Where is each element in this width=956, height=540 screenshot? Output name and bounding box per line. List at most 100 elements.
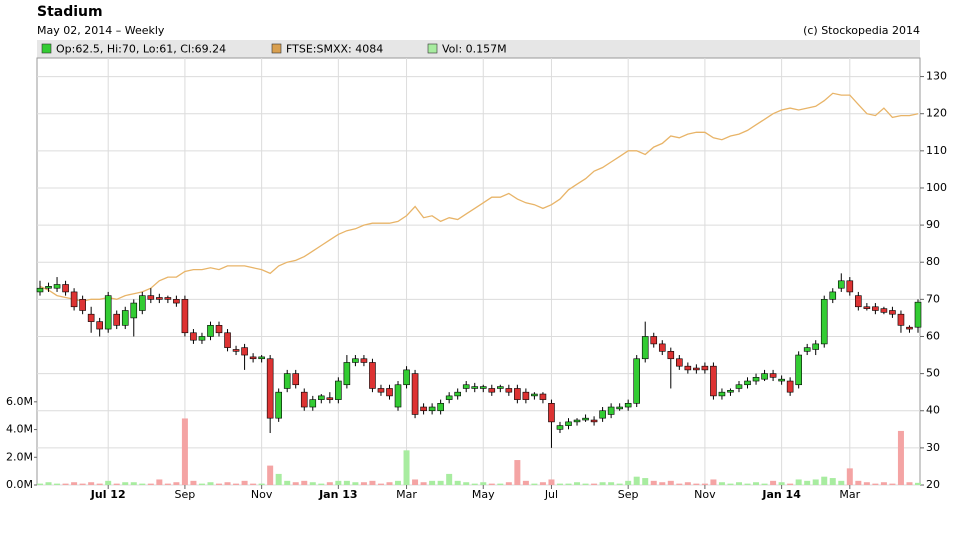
volume-bar (79, 483, 86, 485)
candle-body (147, 295, 155, 300)
candle-body (650, 336, 658, 345)
volume-bar (565, 483, 572, 485)
candle-body (394, 384, 402, 408)
y2-tick-label: 4.0M (6, 423, 33, 436)
candle-body (45, 286, 52, 289)
volume-bar (37, 483, 43, 485)
candle-body (403, 369, 410, 386)
candle-body (62, 284, 69, 293)
volume-bar (761, 483, 768, 485)
y-tick-label: 40 (926, 404, 940, 417)
candle-body (514, 388, 521, 400)
volume-bar (216, 483, 223, 485)
y-tick-label: 30 (926, 441, 940, 454)
volume-bar (787, 483, 794, 485)
candle-body (87, 313, 95, 322)
volume-bar (897, 430, 904, 485)
candle-body (667, 351, 675, 360)
volume-bar (795, 479, 802, 485)
volume-bar (62, 483, 69, 485)
candle-body (411, 373, 419, 415)
candle-body (693, 367, 700, 371)
volume-bar (71, 482, 78, 485)
volume-bar (292, 482, 299, 485)
volume-bar (403, 450, 410, 485)
candle-body (181, 299, 189, 334)
volume-bar (181, 418, 188, 485)
x-tick-label: Jan 14 (761, 488, 801, 501)
candle-body (360, 358, 368, 363)
candle-body (531, 393, 538, 397)
volume-bar (122, 482, 129, 485)
volume-bar (190, 480, 197, 485)
candle-body (744, 380, 751, 386)
volume-bar (556, 483, 563, 485)
y2-tick-label: 2.0M (6, 450, 33, 463)
volume-bar (735, 482, 742, 485)
x-tick-label: Nov (251, 488, 273, 501)
candle-body (198, 336, 206, 341)
volume-bar (420, 482, 427, 485)
candle-body (556, 425, 564, 430)
y-tick-label: 110 (926, 144, 947, 157)
candle-body (335, 380, 342, 400)
volume-bar (855, 480, 862, 485)
candle-body (207, 325, 214, 337)
candle-body (897, 313, 905, 326)
candle-body (138, 295, 146, 311)
volume-bar (727, 483, 734, 485)
volume-bar (650, 480, 657, 485)
candle-body (292, 373, 300, 386)
volume-bar (829, 478, 836, 485)
candle-body (880, 308, 888, 313)
volume-bar (471, 483, 478, 485)
candle-body (79, 299, 86, 311)
volume-bar (497, 483, 504, 485)
candle-body (497, 386, 504, 389)
volume-bar (130, 482, 137, 485)
legend-swatch (427, 43, 438, 54)
candle-body (872, 306, 879, 311)
candle-body (565, 421, 572, 426)
candle-body (727, 390, 734, 393)
volume-bar (872, 483, 879, 485)
volume-bar (258, 483, 265, 485)
volume-bar (360, 482, 367, 485)
candle-body (752, 377, 760, 382)
x-tick-label: May (472, 488, 495, 501)
x-tick-label: Nov (694, 488, 716, 501)
volume-bar (770, 480, 777, 485)
candle-body (735, 384, 743, 389)
candle-body (778, 378, 785, 382)
candle-body (471, 386, 479, 389)
volume-bar (488, 483, 495, 485)
candle-body (582, 417, 589, 421)
candle-body (420, 406, 427, 412)
candle-body (173, 299, 180, 304)
volume-bar (412, 479, 419, 485)
volume-bar (659, 482, 666, 485)
x-tick-label: Jul 12 (90, 488, 126, 501)
candle-body (445, 395, 453, 400)
candle-body (104, 295, 112, 330)
volume-bar (582, 483, 589, 485)
candle-body (121, 310, 129, 326)
volume-bar (889, 483, 896, 485)
volume-bar (241, 480, 248, 485)
volume-bar (539, 482, 546, 485)
volume-bar (906, 482, 913, 485)
volume-bar (821, 476, 828, 485)
candle-body (616, 406, 623, 410)
candle-body (641, 336, 649, 360)
candle-body (215, 325, 223, 334)
volume-bar (710, 479, 717, 485)
y-tick-label: 60 (926, 329, 940, 342)
candle-body (190, 332, 197, 341)
volume-bar (812, 479, 819, 485)
x-tick-label: Mar (396, 488, 417, 501)
y-tick-label: 20 (926, 478, 940, 491)
volume-bar (915, 482, 921, 485)
candle-body (786, 380, 794, 393)
volume-bar (667, 480, 674, 485)
